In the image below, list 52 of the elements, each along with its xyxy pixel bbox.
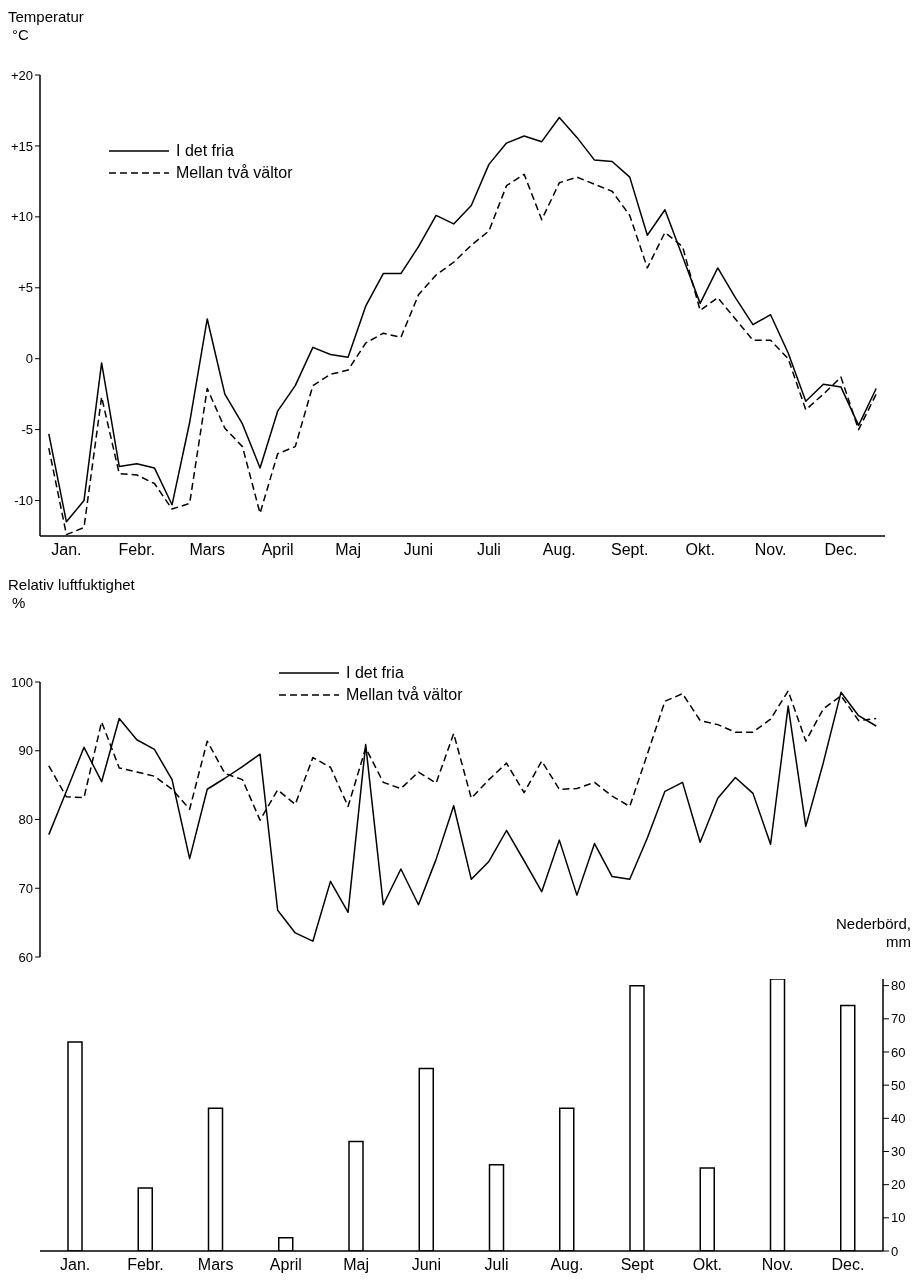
x-tick-label: Dec. (831, 1256, 865, 1274)
x-tick-label: Aug. (550, 1256, 584, 1274)
y2-tick-label: 30 (891, 1144, 906, 1160)
x-tick-label: Juli (484, 1256, 509, 1274)
y-tick-label: 60 (18, 949, 33, 965)
x-tick-label: Maj (335, 541, 361, 559)
y-axis-title: Relativ luftfuktighet % (8, 576, 135, 612)
y-tick-label: -10 (14, 493, 33, 509)
legend-label: I det fria (176, 142, 234, 160)
y2-tick-label: 0 (891, 1243, 899, 1259)
y-axis-title: Temperatur °C (8, 8, 84, 44)
x-tick-label: Sept. (611, 541, 649, 559)
x-tick-label: April (261, 541, 294, 559)
legend-label: I det fria (346, 664, 404, 682)
y-tick-label: +10 (10, 209, 33, 225)
y2-tick-label: 70 (891, 1011, 906, 1027)
x-tick-label: Juli (476, 541, 501, 559)
legend-label: Mellan två vältor (176, 164, 293, 182)
y2-tick-label: 50 (891, 1077, 906, 1093)
y2-tick-label: 20 (891, 1177, 906, 1193)
x-tick-label: April (269, 1256, 302, 1274)
y2-tick-label: 80 (891, 978, 906, 994)
y2-axis-title: Nederbörd, mm (835, 915, 911, 951)
x-tick-label: Nov. (754, 541, 787, 559)
y2-tick-label: 60 (891, 1044, 906, 1060)
x-tick-label: Okt. (685, 541, 715, 559)
y-tick-label: +20 (10, 67, 33, 83)
x-tick-label: Nov. (761, 1256, 794, 1274)
x-tick-label: Jan. (60, 1256, 91, 1274)
x-tick-label: Okt. (692, 1256, 723, 1274)
y2-tick-label: 10 (891, 1210, 906, 1226)
y2-tick-label: 40 (891, 1110, 906, 1126)
y-tick-label: +5 (18, 280, 33, 296)
y-tick-label: 0 (25, 351, 33, 367)
x-tick-label: Dec. (824, 541, 858, 559)
x-tick-label: Febr. (127, 1256, 164, 1274)
y-tick-label: 100 (11, 674, 33, 690)
x-tick-label: Aug. (542, 541, 576, 559)
y-tick-label: 90 (18, 743, 33, 759)
x-tick-label: Mars (189, 541, 226, 559)
y-tick-label: 80 (18, 812, 33, 828)
legend-label: Mellan två vältor (346, 686, 463, 704)
x-tick-label: Maj (343, 1256, 370, 1274)
x-tick-label: Mars (197, 1256, 234, 1274)
x-tick-label: Sept (620, 1256, 655, 1274)
x-tick-label: Jan. (51, 541, 82, 559)
x-tick-label: Juni (403, 541, 434, 559)
y-tick-label: 70 (18, 880, 33, 896)
x-tick-label: Febr. (118, 541, 156, 559)
y-tick-label: +15 (10, 138, 33, 154)
y-tick-label: -5 (21, 422, 33, 438)
x-tick-label: Juni (411, 1256, 442, 1274)
